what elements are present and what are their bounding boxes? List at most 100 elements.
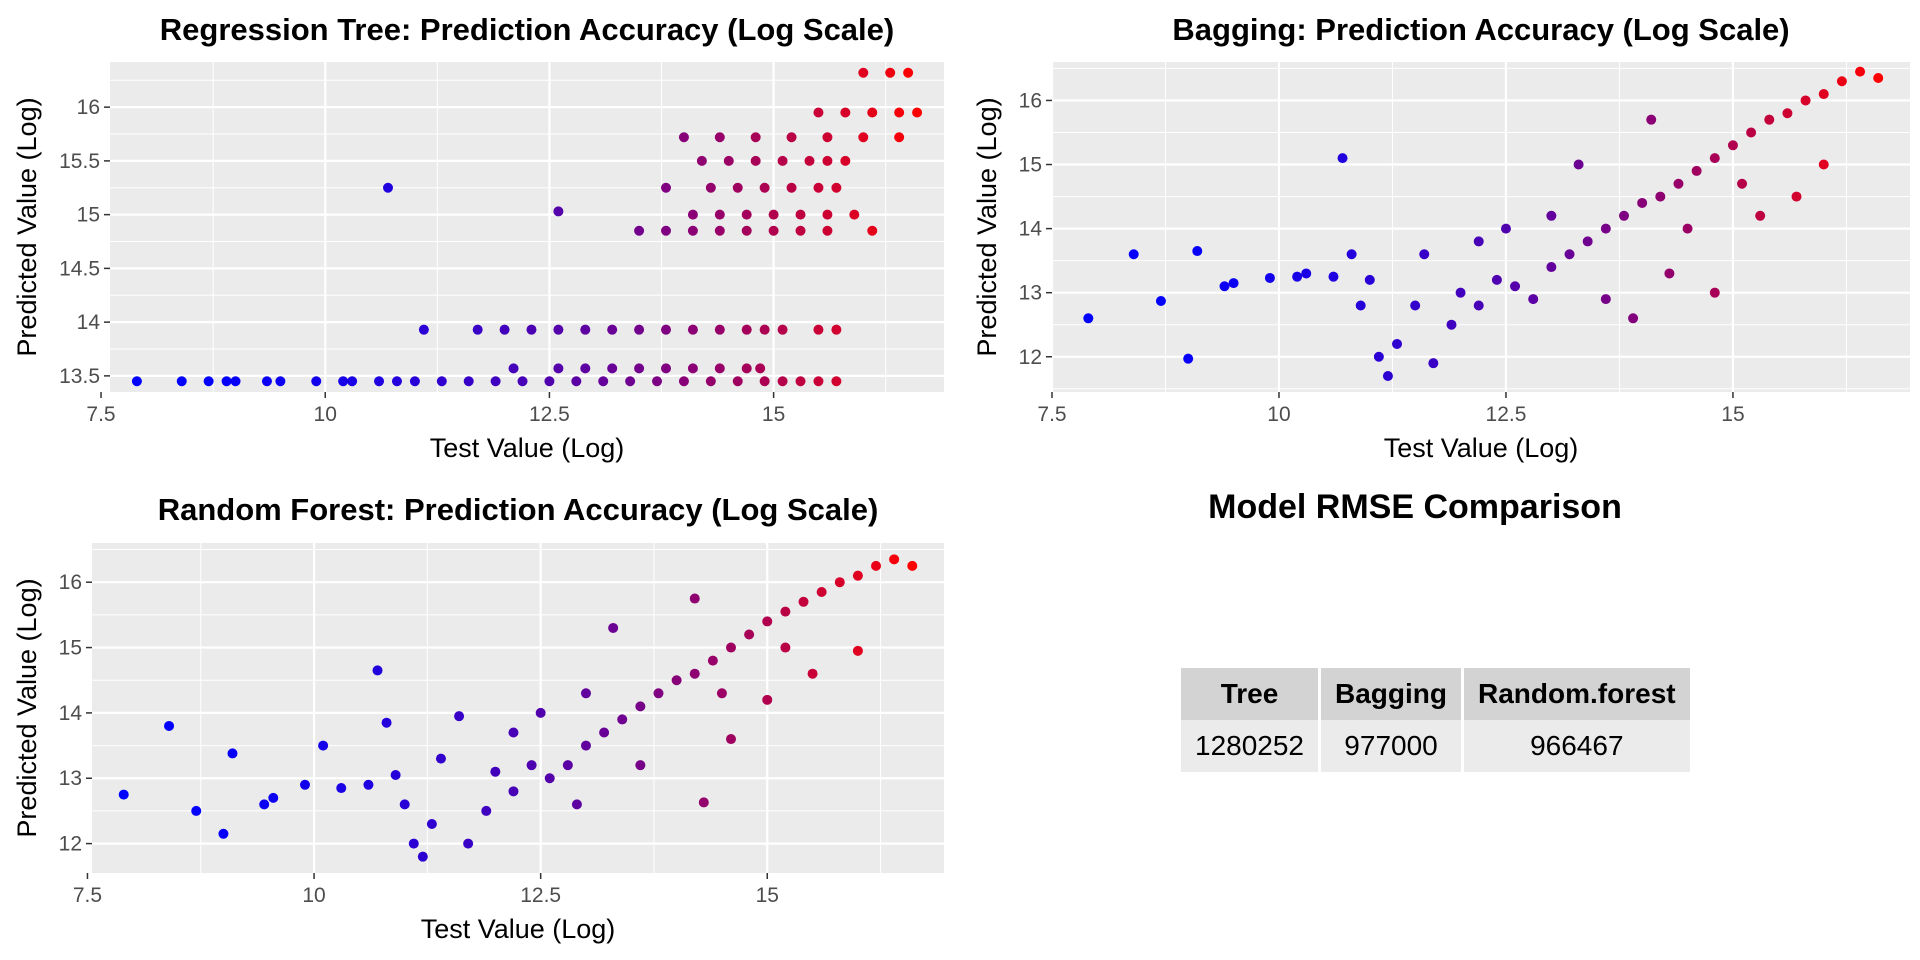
data-point [517, 376, 528, 387]
data-point [777, 324, 788, 335]
y-tick-label: 12 [1019, 346, 1042, 369]
data-point [903, 67, 914, 78]
data-point [1373, 351, 1384, 362]
y-tick-label: 15.5 [59, 150, 100, 173]
data-point [689, 593, 700, 604]
y-tick-label: 14.5 [59, 257, 100, 280]
data-point [687, 225, 698, 236]
data-point [426, 818, 437, 829]
x-axis-label: Test Value (Log) [430, 433, 625, 463]
data-point [1727, 140, 1738, 151]
data-point [436, 376, 447, 387]
data-point [599, 727, 610, 738]
data-point [571, 799, 582, 810]
rmse-panel: Model RMSE Comparison Tree Bagging Rando… [1000, 480, 1920, 960]
data-point [463, 376, 474, 387]
data-point [1183, 353, 1194, 364]
data-point [318, 740, 329, 751]
data-point [822, 209, 833, 220]
data-point [490, 766, 501, 777]
data-point [768, 209, 779, 220]
data-point [687, 363, 698, 374]
data-point [454, 711, 465, 722]
data-point [1628, 313, 1639, 324]
data-point [858, 67, 869, 78]
y-tick-label: 16 [59, 571, 82, 594]
y-tick-label: 15 [1019, 154, 1042, 177]
data-point [1328, 271, 1339, 282]
data-point [795, 376, 806, 387]
data-point [678, 376, 689, 387]
data-point [1382, 370, 1393, 381]
random-forest-scatter-panel: 7.5 10 12.5 15 12 13 14 15 16 Random Forest: Pred… [12, 492, 944, 944]
data-point [822, 132, 833, 143]
data-point [381, 717, 392, 728]
data-point [347, 376, 358, 387]
data-point [1619, 210, 1629, 221]
data-point [714, 324, 725, 335]
data-point [383, 182, 393, 193]
data-point [1664, 268, 1675, 279]
data-point [786, 132, 797, 143]
data-point [1264, 272, 1275, 283]
data-point [553, 206, 564, 217]
data-point [1637, 197, 1648, 208]
x-tick-label: 15 [762, 403, 785, 426]
data-point [1292, 271, 1303, 282]
data-point [1673, 178, 1684, 189]
data-point [1709, 153, 1720, 164]
data-point [661, 324, 671, 335]
data-point [1600, 294, 1611, 305]
data-point [840, 107, 851, 118]
data-point [750, 155, 761, 166]
y-tick-label: 15 [59, 637, 82, 660]
data-point [687, 324, 698, 335]
data-point [275, 376, 286, 387]
data-point [1646, 114, 1657, 125]
data-point [608, 622, 619, 633]
x-tick-label: 15 [756, 884, 779, 907]
data-point [1782, 108, 1793, 119]
data-point [499, 324, 510, 335]
data-point [1564, 249, 1575, 260]
y-tick-label: 16 [1019, 89, 1042, 112]
data-point [762, 694, 773, 705]
data-point [858, 132, 869, 143]
rmse-header-bagging: Bagging [1321, 668, 1462, 720]
data-point [759, 324, 770, 335]
data-point [131, 376, 142, 387]
data-point [795, 225, 806, 236]
data-point [831, 376, 842, 387]
chart-title: Regression Tree: Prediction Accuracy (Lo… [160, 12, 894, 47]
data-point [894, 107, 905, 118]
data-point [678, 132, 689, 143]
data-point [1491, 274, 1502, 285]
data-point [871, 560, 882, 571]
data-point [553, 363, 564, 374]
plot-background [1052, 62, 1910, 392]
data-point [1446, 319, 1457, 330]
data-point [1337, 153, 1348, 164]
data-point [374, 376, 385, 387]
data-point [816, 587, 827, 598]
data-point [1791, 191, 1802, 202]
data-point [741, 209, 752, 220]
data-point [580, 324, 591, 335]
x-tick-label: 10 [1267, 403, 1290, 426]
data-point [1691, 165, 1702, 176]
data-point [762, 616, 773, 627]
y-axis-label: Predicted Value (Log) [12, 97, 42, 356]
y-tick-label: 14 [59, 702, 83, 725]
rmse-title: Model RMSE Comparison [1208, 488, 1622, 526]
data-point [230, 376, 241, 387]
rmse-value-tree: 1280252 [1181, 720, 1319, 772]
data-point [714, 363, 725, 374]
y-axis-label: Predicted Value (Log) [972, 97, 1002, 356]
data-point [1873, 73, 1884, 84]
data-point [338, 376, 349, 387]
data-point [508, 363, 519, 374]
data-point [1346, 249, 1357, 260]
data-point [1818, 89, 1829, 100]
x-tick-label: 15 [1721, 403, 1744, 426]
